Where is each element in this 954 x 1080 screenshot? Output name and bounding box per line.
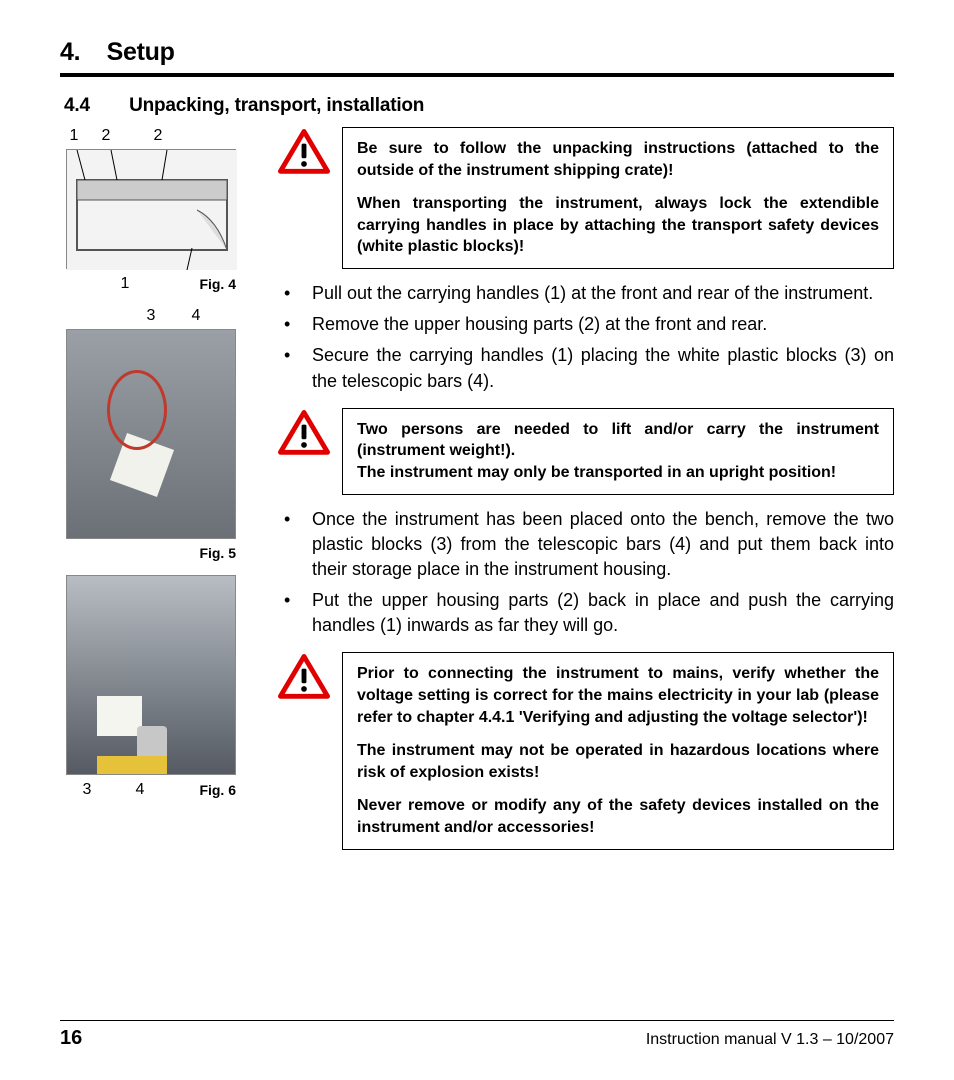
figure-4-block: 1 2 2 1 Fig. 4 bbox=[60, 127, 260, 293]
bullet-1-1: Pull out the carrying handles (1) at the… bbox=[278, 281, 894, 306]
page-footer: 16 Instruction manual V 1.3 – 10/2007 bbox=[60, 1020, 894, 1050]
fig5-top-callouts: 3 4 bbox=[126, 307, 260, 325]
chapter-title: Setup bbox=[107, 38, 175, 66]
warning-1-p1: Be sure to follow the unpacking instruct… bbox=[357, 138, 879, 181]
figure-4-image bbox=[66, 149, 236, 269]
warning-2-p1: Two persons are needed to lift and/or ca… bbox=[357, 419, 879, 462]
warning-icon bbox=[278, 129, 330, 175]
warning-icon bbox=[278, 654, 330, 700]
section-heading: 4.4 Unpacking, transport, installation bbox=[64, 95, 894, 117]
bullet-list-2: Once the instrument has been placed onto… bbox=[278, 507, 894, 639]
fig4-bottom-callout: 1 bbox=[60, 275, 190, 293]
fig4-callout-2b: 2 bbox=[128, 127, 188, 145]
warning-3-p2: The instrument may not be operated in ha… bbox=[357, 740, 879, 783]
fig6-caption: Fig. 6 bbox=[199, 782, 236, 798]
section-title: Unpacking, transport, installation bbox=[129, 95, 424, 116]
bullet-1-3: Secure the carrying handles (1) placing … bbox=[278, 343, 894, 393]
figure-6-block: 3 4 Fig. 6 bbox=[60, 575, 260, 799]
fig6-callout-3: 3 bbox=[72, 781, 102, 799]
warning-3-box: Prior to connecting the instrument to ma… bbox=[342, 652, 894, 849]
fig6-callout-4: 4 bbox=[120, 781, 160, 799]
text-column: Be sure to follow the unpacking instruct… bbox=[278, 127, 894, 862]
fig4-top-callouts: 1 2 2 bbox=[64, 127, 260, 145]
warning-3: Prior to connecting the instrument to ma… bbox=[278, 652, 894, 849]
fig4-callout-1: 1 bbox=[64, 127, 84, 145]
chapter-rule bbox=[60, 73, 894, 77]
warning-1: Be sure to follow the unpacking instruct… bbox=[278, 127, 894, 269]
figure-column: 1 2 2 1 Fig. 4 bbox=[60, 127, 260, 862]
fig5-callout-4: 4 bbox=[176, 307, 216, 325]
chapter-heading: 4. Setup bbox=[60, 38, 894, 67]
warning-1-box: Be sure to follow the unpacking instruct… bbox=[342, 127, 894, 269]
page-number: 16 bbox=[60, 1027, 82, 1050]
bullet-1-2: Remove the upper housing parts (2) at th… bbox=[278, 312, 894, 337]
warning-2: Two persons are needed to lift and/or ca… bbox=[278, 408, 894, 495]
content-columns: 1 2 2 1 Fig. 4 bbox=[60, 127, 894, 862]
warning-2-box: Two persons are needed to lift and/or ca… bbox=[342, 408, 894, 495]
warning-3-p3: Never remove or modify any of the safety… bbox=[357, 795, 879, 838]
fig5-callout-3: 3 bbox=[126, 307, 176, 325]
fig5-caption: Fig. 5 bbox=[60, 545, 236, 561]
warning-icon bbox=[278, 410, 330, 456]
warning-1-p2: When transporting the instrument, always… bbox=[357, 193, 879, 258]
bullet-list-1: Pull out the carrying handles (1) at the… bbox=[278, 281, 894, 394]
figure-5-image bbox=[66, 329, 236, 539]
warning-3-p1: Prior to connecting the instrument to ma… bbox=[357, 663, 879, 728]
bullet-2-2: Put the upper housing parts (2) back in … bbox=[278, 588, 894, 638]
warning-2-p2: The instrument may only be transported i… bbox=[357, 462, 879, 484]
fig6-bottom-row: 3 4 Fig. 6 bbox=[60, 781, 260, 799]
fig4-caption: Fig. 4 bbox=[199, 276, 236, 292]
fig4-callout-2: 2 bbox=[84, 127, 128, 145]
footer-text: Instruction manual V 1.3 – 10/2007 bbox=[646, 1031, 894, 1049]
figure-6-image bbox=[66, 575, 236, 775]
section-number: 4.4 bbox=[64, 95, 124, 117]
fig4-bottom-row: 1 Fig. 4 bbox=[60, 275, 260, 293]
chapter-number: 4. bbox=[60, 38, 100, 67]
bullet-2-1: Once the instrument has been placed onto… bbox=[278, 507, 894, 583]
footer-rule bbox=[60, 1020, 894, 1021]
figure-5-block: 3 4 Fig. 5 bbox=[60, 307, 260, 561]
